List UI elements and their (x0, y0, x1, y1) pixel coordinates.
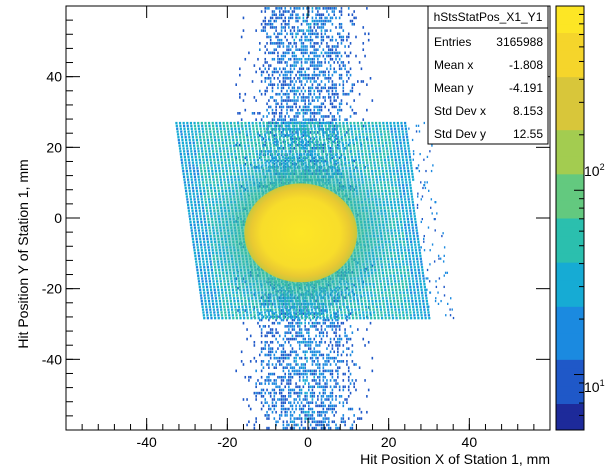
colorbar-cell (556, 377, 584, 387)
y-tick-label: 0 (54, 210, 62, 226)
colorbar-label-100: 102 (584, 162, 605, 179)
stats-value-mean-x: -1.808 (509, 58, 543, 72)
colorbar-cell (556, 244, 584, 254)
axes: -40 -20 0 20 40 -40 -20 0 20 40 (42, 5, 551, 450)
stats-label-mean-y: Mean y (434, 81, 473, 95)
stats-value-std-x: 8.153 (513, 104, 543, 118)
heatmap-layer (175, 7, 455, 430)
colorbar-cell (556, 50, 584, 60)
stats-value-entries: 3165988 (496, 35, 543, 49)
y-tick-label: -40 (42, 351, 62, 367)
stats-label-mean-x: Mean x (434, 58, 473, 72)
stats-box: hStsStatPos_X1_Y1 Entries 3165988 Mean x… (427, 5, 549, 145)
colorbar-cell (556, 271, 584, 281)
stats-label-entries: Entries (434, 35, 471, 49)
colorbar-cell (556, 359, 584, 369)
colorbar-cell (556, 350, 584, 360)
colorbar-cell (556, 112, 584, 122)
y-tick-label: -20 (42, 281, 62, 297)
colorbar-cell (556, 341, 584, 351)
colorbar-cell (556, 138, 584, 148)
colorbar-cell (556, 394, 584, 404)
stats-value-std-y: 12.55 (513, 127, 543, 141)
x-tick-label: 40 (462, 434, 478, 450)
colorbar-cell (556, 385, 584, 396)
colorbar-cell (556, 218, 584, 228)
colorbar-cell (556, 103, 584, 113)
beam-spot (244, 183, 358, 283)
x-tick-label: -20 (217, 434, 237, 450)
colorbar-ticks (574, 5, 584, 416)
colorbar-cell (556, 147, 584, 157)
colorbar-cell (556, 297, 584, 307)
x-tick-label: -40 (137, 434, 157, 450)
y-tick-label: 20 (46, 139, 62, 155)
colorbar-cell (556, 226, 584, 237)
y-tick-label: 40 (46, 69, 62, 85)
colorbar-cell (556, 165, 584, 175)
colorbar-cell (556, 173, 584, 184)
x-tick-label: 20 (381, 434, 397, 450)
colorbar-cell (556, 403, 584, 413)
stats-box-frame (427, 5, 549, 145)
colorbar-cell (556, 306, 584, 316)
colorbar-cell (556, 76, 584, 86)
colorbar-cell (556, 85, 584, 95)
colorbar-cell (556, 279, 584, 290)
colorbar-cell (556, 421, 584, 431)
x-axis-title: Hit Position X of Station 1, mm (360, 451, 550, 467)
x-tick-label: 0 (304, 434, 312, 450)
colorbar-cell (556, 324, 584, 334)
colorbar-cell (556, 191, 584, 201)
colorbar-cell (556, 288, 584, 298)
colorbar-cell (556, 67, 584, 78)
colorbar-cell (556, 368, 584, 378)
colorbar-cell (556, 182, 584, 192)
colorbar-cell (556, 209, 584, 219)
colorbar-cell (556, 332, 584, 343)
colorbar-cell (556, 129, 584, 139)
stats-value-mean-y: -4.191 (509, 81, 543, 95)
colorbar-cell (556, 200, 584, 210)
colorbar-cell (556, 6, 584, 16)
colorbar-cell (556, 253, 584, 263)
colorbar-cell (556, 32, 584, 42)
colorbar-cell (556, 94, 584, 104)
y-axis-title: Hit Position Y of Station 1, mm (15, 159, 31, 348)
colorbar-cell (556, 41, 584, 51)
stats-title: hStsStatPos_X1_Y1 (434, 10, 543, 24)
colorbar-cell (556, 59, 584, 69)
colorbar-cell (556, 23, 584, 33)
colorbar-cell (556, 262, 584, 272)
stats-label-std-x: Std Dev x (434, 104, 486, 118)
colorbar: 102 101 (555, 5, 605, 431)
colorbar-cell (556, 156, 584, 166)
colorbar-cell (556, 120, 584, 131)
colorbar-label-10: 101 (584, 378, 605, 395)
colorbar-cell (556, 14, 584, 25)
colorbar-cell (556, 235, 584, 245)
colorbar-frame (555, 5, 585, 431)
colorbar-cell (556, 412, 584, 422)
stats-label-std-y: Std Dev y (434, 127, 486, 141)
colorbar-cell (556, 315, 584, 325)
